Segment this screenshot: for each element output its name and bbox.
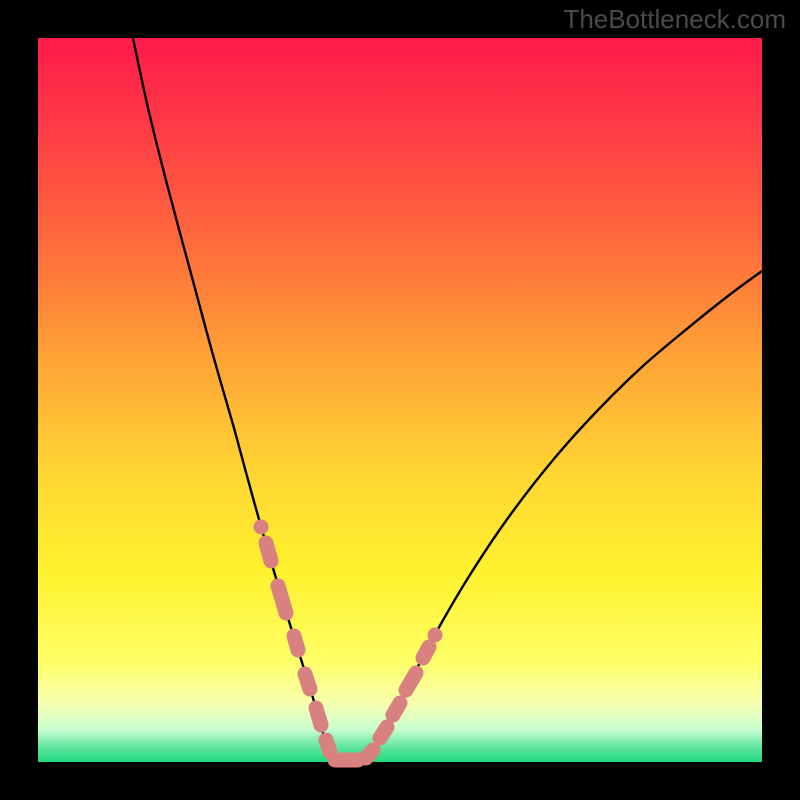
marker-segment	[423, 647, 429, 658]
marker-segment	[326, 740, 330, 752]
marker-segment	[278, 586, 286, 613]
marker-segment	[380, 727, 387, 738]
bottleneck-curve	[133, 38, 762, 762]
marker-segment	[366, 750, 373, 758]
chart-root: { "canvas": { "width": 800, "height": 80…	[0, 0, 800, 800]
marker-segment	[316, 708, 321, 725]
marker-segment	[266, 543, 271, 561]
marker-segment	[393, 703, 400, 715]
marker-segment	[294, 636, 298, 650]
curve-layer	[38, 38, 762, 762]
marker-segment	[406, 673, 416, 690]
plot-area	[38, 38, 762, 762]
watermark-text: TheBottleneck.com	[563, 4, 786, 35]
marker-segment	[305, 674, 310, 689]
marker-overlay	[261, 527, 435, 760]
